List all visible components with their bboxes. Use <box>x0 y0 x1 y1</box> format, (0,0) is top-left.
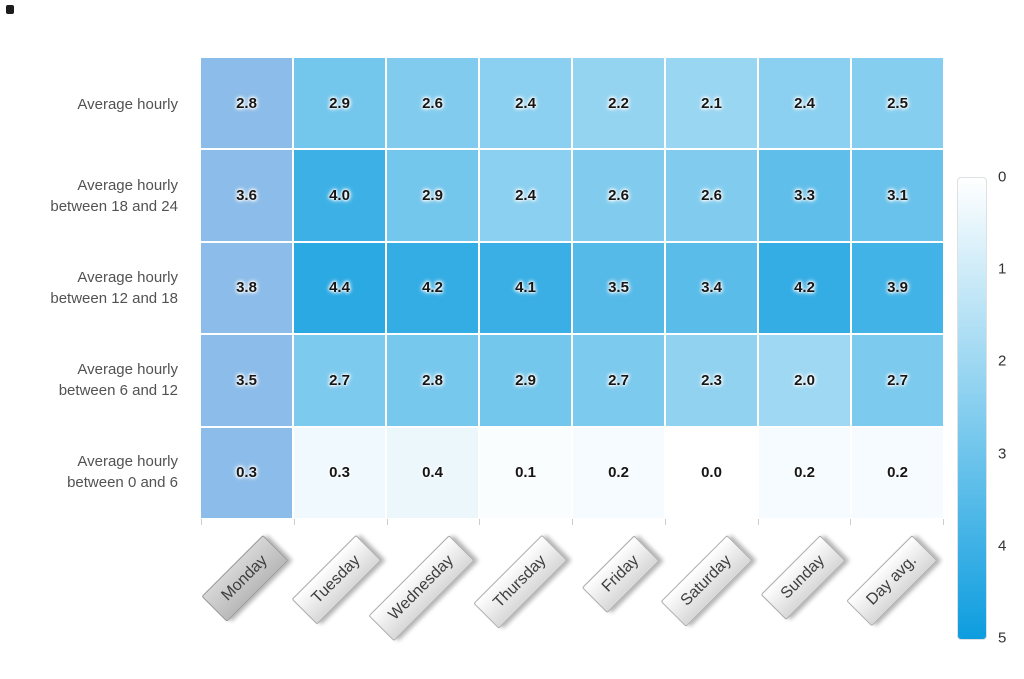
row-axis-label: Average hourly between 12 and 18 <box>0 242 178 334</box>
row-axis-label-line: Average hourly <box>77 453 178 470</box>
row-axis-label: Average hourly between 0 and 6 <box>0 426 178 518</box>
heatmap-cell[interactable]: 2.7 <box>573 335 664 426</box>
row-axis-label-line: between 18 and 24 <box>50 198 178 215</box>
heatmap-cell[interactable]: 3.6 <box>201 150 292 241</box>
x-axis-tick <box>293 519 295 525</box>
x-axis-tick <box>479 519 481 525</box>
x-axis-tick <box>757 519 759 525</box>
heatmap-cell[interactable]: 2.0 <box>759 335 850 426</box>
col-axis-label[interactable]: Saturday <box>660 535 753 627</box>
heatmap-cell[interactable]: 2.5 <box>852 58 943 149</box>
col-axis-label[interactable]: Wednesday <box>368 535 475 642</box>
row-axis-label-line: Average hourly <box>77 361 178 378</box>
row-axis-label: Average hourly between 18 and 24 <box>0 150 178 242</box>
heatmap-cell[interactable]: 3.9 <box>852 242 943 334</box>
heatmap-cell[interactable]: 0.3 <box>294 427 385 518</box>
heatmap-cell[interactable]: 2.7 <box>294 335 385 426</box>
heatmap-cell[interactable]: 2.9 <box>387 150 478 241</box>
heatmap-cell[interactable]: 2.2 <box>573 58 664 149</box>
heatmap-cell[interactable]: 0.0 <box>666 427 757 518</box>
heatmap-cell[interactable]: 2.6 <box>573 150 664 241</box>
col-axis-label[interactable]: Day avg. <box>846 535 939 627</box>
x-axis-tick <box>664 519 666 525</box>
heatmap-cell[interactable]: 3.5 <box>201 335 292 426</box>
heatmap-cell[interactable]: 2.1 <box>666 58 757 149</box>
legend-tick-label: 0 <box>998 168 1007 186</box>
row-axis-label-line: between 12 and 18 <box>50 290 178 307</box>
heatmap-cell[interactable]: 0.3 <box>201 427 292 518</box>
heatmap-cell[interactable]: 2.7 <box>852 335 943 426</box>
legend-tick-label: 1 <box>998 260 1007 278</box>
heatmap-cell[interactable]: 3.1 <box>852 150 943 241</box>
heatmap-cell[interactable]: 2.4 <box>480 58 571 149</box>
heatmap-cell[interactable]: 2.4 <box>480 150 571 241</box>
col-axis-label[interactable]: Sunday <box>760 535 846 621</box>
heatmap-cell[interactable]: 2.6 <box>387 58 478 149</box>
heatmap-cell[interactable]: 0.2 <box>573 427 664 518</box>
heatmap-grid: 2.8 2.9 2.6 2.4 2.2 2.1 2.4 2.5 3.6 4.0 2.9 2.4 2.6 2… <box>201 58 943 518</box>
col-axis-label[interactable]: Thursday <box>473 535 568 629</box>
x-axis-tick <box>572 519 573 525</box>
row-axis-label-line: between 0 and 6 <box>67 474 178 491</box>
x-axis-tick <box>850 519 852 525</box>
heatmap-cell[interactable]: 3.4 <box>666 242 757 334</box>
heatmap-cell[interactable]: 4.2 <box>387 242 478 334</box>
heatmap-cell[interactable]: 3.8 <box>201 242 292 334</box>
col-labels: Monday Tuesday Wednesday Thursday Friday Satu… <box>201 519 944 679</box>
heatmap-cell[interactable]: 2.9 <box>480 335 571 426</box>
legend-gradient-bar <box>957 177 987 640</box>
heatmap-cell[interactable]: 0.1 <box>480 427 571 518</box>
legend-tick-label: 3 <box>998 445 1007 463</box>
heatmap-cell[interactable]: 4.4 <box>294 242 385 334</box>
heatmap-cell[interactable]: 2.8 <box>387 335 478 426</box>
heatmap-cell[interactable]: 2.4 <box>759 58 850 149</box>
heatmap-cell[interactable]: 0.4 <box>387 427 478 518</box>
col-axis-label[interactable]: Monday <box>201 535 289 622</box>
row-axis-label: Average hourly between 6 and 12 <box>0 334 178 426</box>
row-labels: Average hourly Average hourly between 18 a… <box>0 58 178 518</box>
row-axis-label-line: Average hourly <box>77 177 178 194</box>
heatmap-cell[interactable]: 0.2 <box>852 427 943 518</box>
heatmap-cell[interactable]: 2.6 <box>666 150 757 241</box>
x-axis-tick <box>201 519 202 525</box>
x-axis-tick <box>943 519 944 525</box>
col-axis-label[interactable]: Tuesday <box>291 535 382 625</box>
heatmap-cell[interactable]: 0.2 <box>759 427 850 518</box>
x-axis-tick <box>386 519 388 525</box>
legend-tick-label: 5 <box>998 629 1007 647</box>
legend-ticks: 0 1 2 3 4 5 <box>998 169 1024 647</box>
artifact-mark <box>6 5 14 14</box>
heatmap-cell[interactable]: 2.3 <box>666 335 757 426</box>
heatmap-cell[interactable]: 4.2 <box>759 242 850 334</box>
row-axis-label-line: between 6 and 12 <box>58 382 178 399</box>
heatmap-cell[interactable]: 4.1 <box>480 242 571 334</box>
heatmap-cell[interactable]: 3.5 <box>573 242 664 334</box>
heatmap-cell[interactable]: 3.3 <box>759 150 850 241</box>
legend-tick-label: 4 <box>998 537 1007 555</box>
row-axis-label: Average hourly <box>0 58 178 150</box>
heatmap-cell[interactable]: 2.8 <box>201 58 292 149</box>
legend-tick-label: 2 <box>998 352 1007 370</box>
row-axis-label-line: Average hourly <box>77 95 178 113</box>
heatmap-cell[interactable]: 2.9 <box>294 58 385 149</box>
heatmap-cell[interactable]: 4.0 <box>294 150 385 241</box>
row-axis-label-line: Average hourly <box>77 269 178 286</box>
col-axis-label[interactable]: Friday <box>581 535 660 614</box>
